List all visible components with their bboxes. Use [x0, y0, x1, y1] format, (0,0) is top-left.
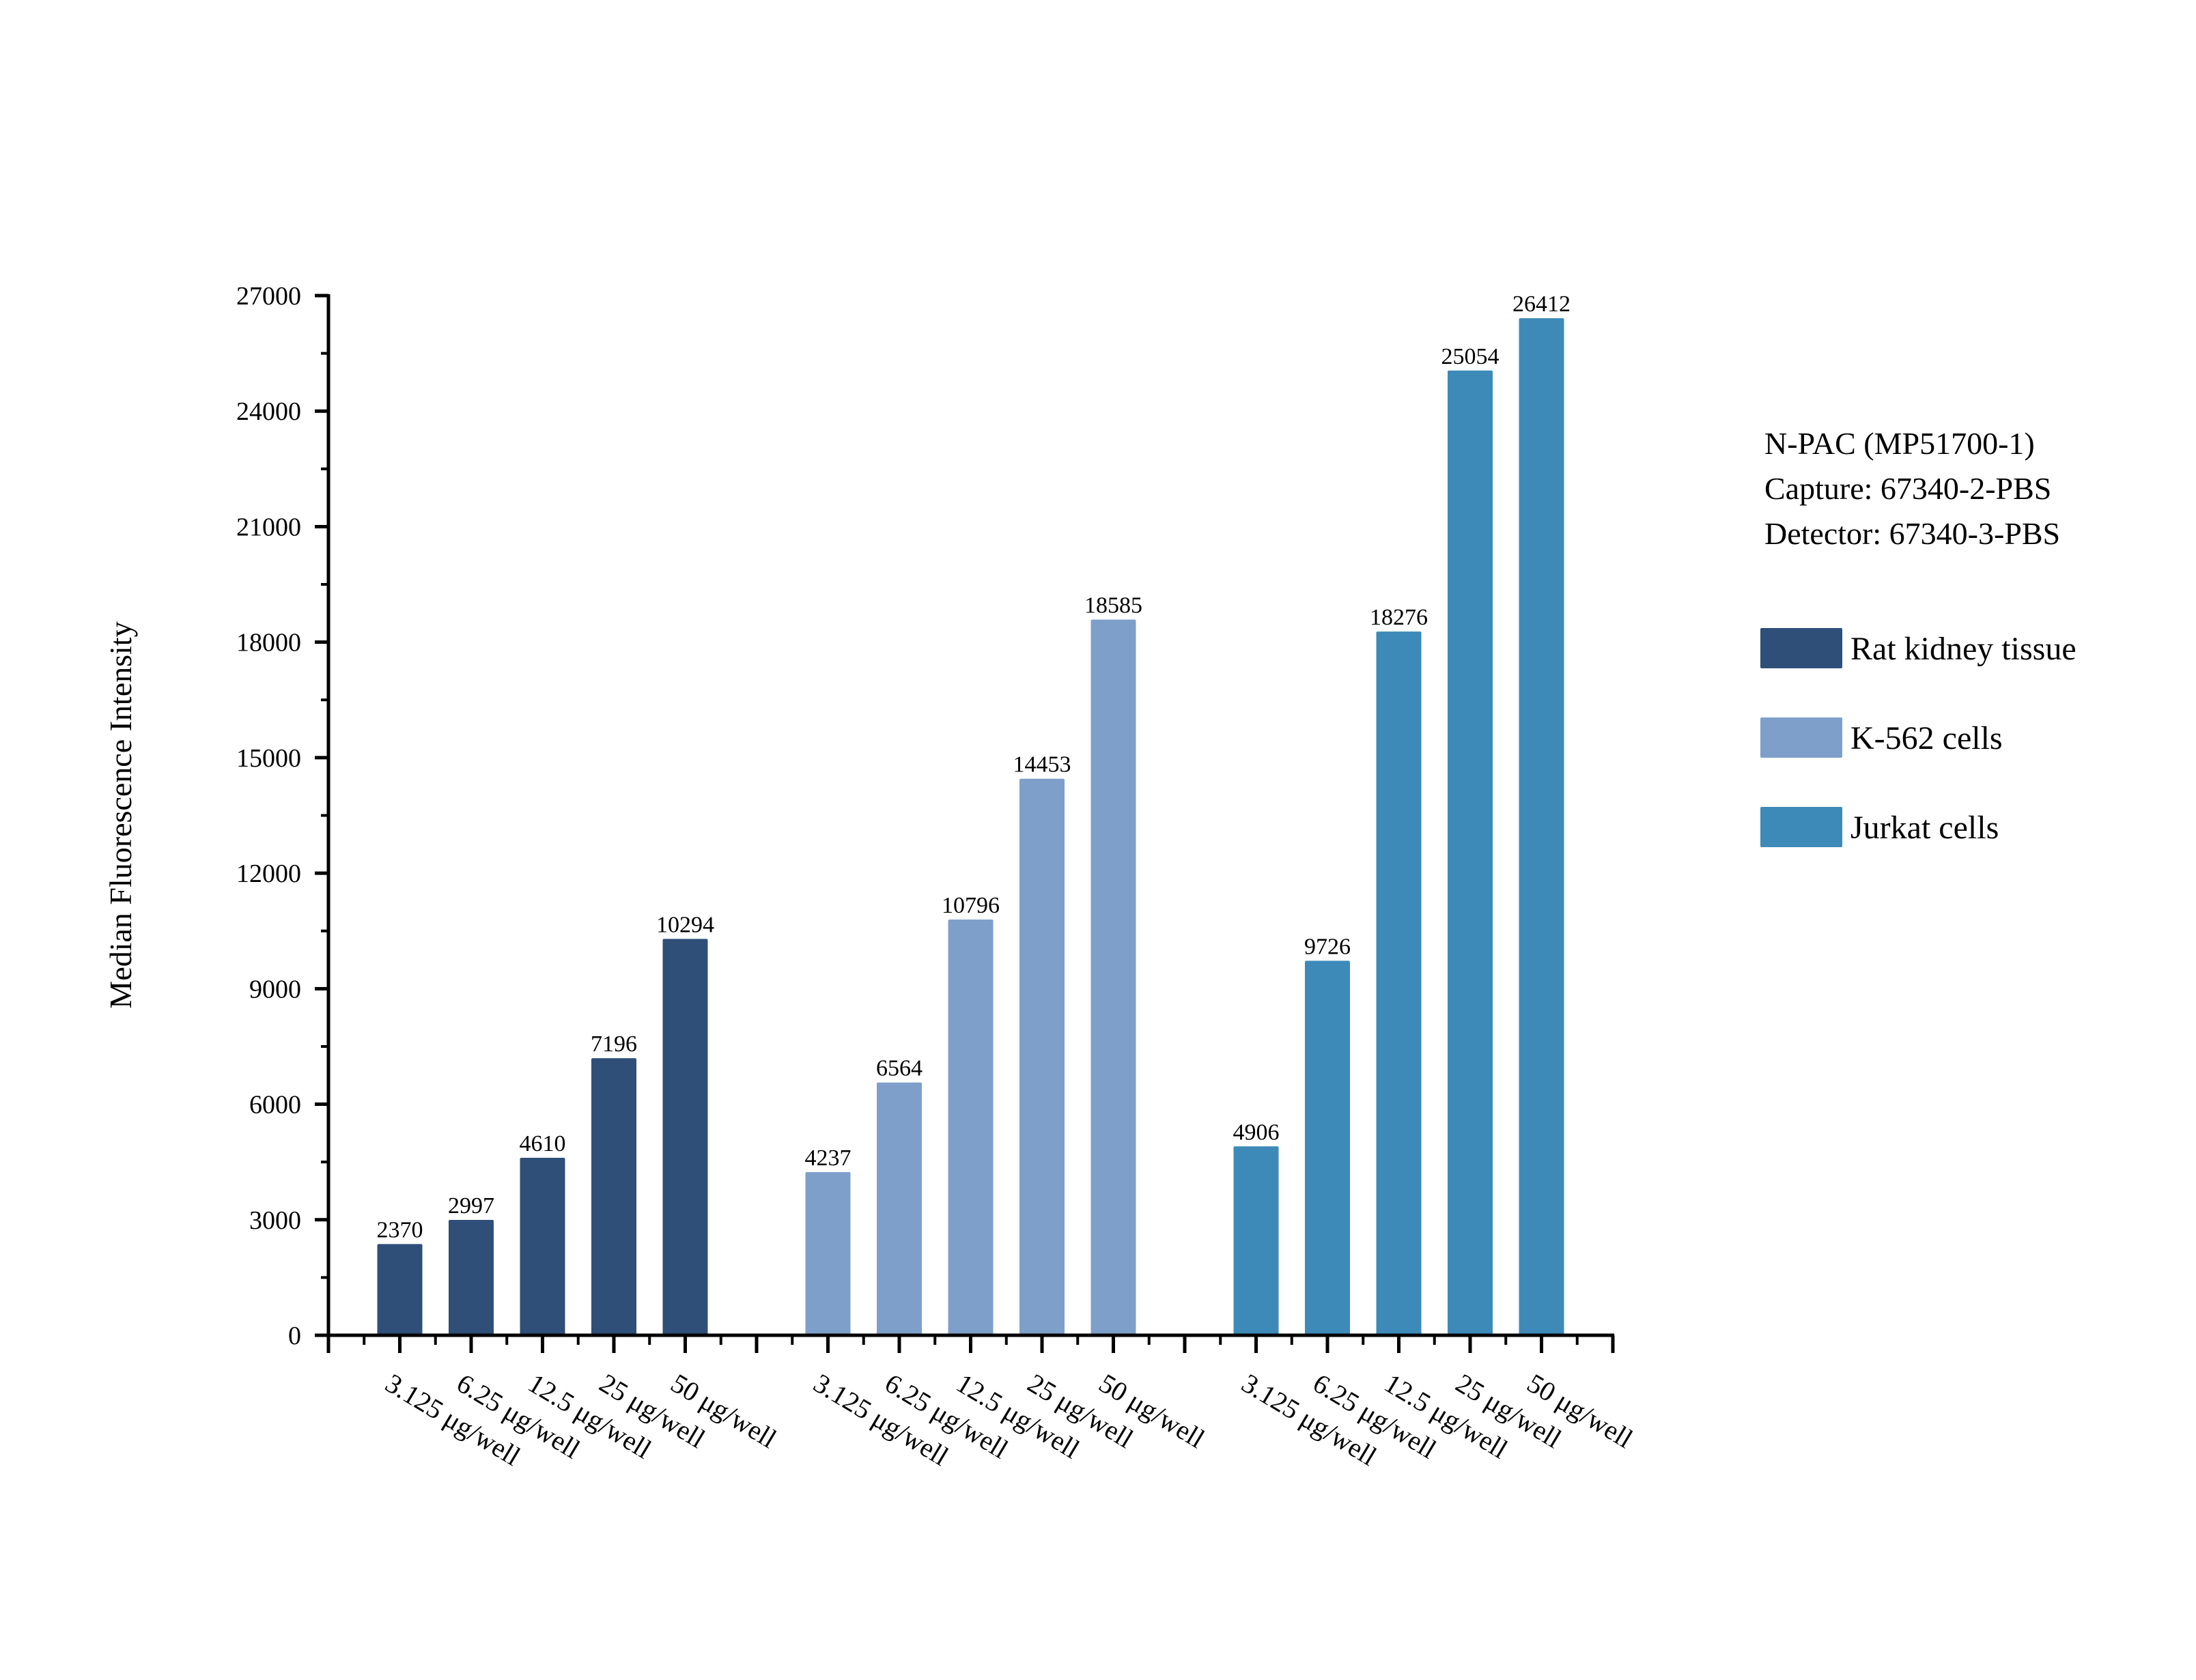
legend-label: K-562 cells [1850, 720, 2003, 756]
data-label: 7196 [591, 1031, 637, 1057]
data-label: 2370 [377, 1217, 423, 1242]
legend-swatch [1760, 807, 1842, 847]
legend-swatch [1760, 628, 1842, 668]
bar [520, 1157, 565, 1335]
y-tick-label: 3000 [249, 1206, 301, 1235]
bar [805, 1172, 851, 1335]
data-label: 4237 [805, 1145, 851, 1171]
data-label: 6564 [876, 1056, 923, 1081]
data-label: 10294 [656, 912, 714, 937]
data-label: 4906 [1233, 1120, 1280, 1145]
y-tick-label: 18000 [236, 629, 301, 657]
bar [1448, 370, 1493, 1335]
bar [1090, 619, 1136, 1335]
data-label: 10796 [942, 893, 1000, 918]
legend-swatch [1760, 717, 1842, 758]
bar [1019, 778, 1065, 1335]
bar [948, 920, 994, 1335]
y-tick-label: 9000 [249, 975, 301, 1003]
bar [1305, 960, 1350, 1335]
data-label: 25054 [1441, 344, 1500, 369]
annotation-line: N-PAC (MP51700-1) [1764, 426, 2035, 461]
y-tick-label: 12000 [236, 859, 301, 888]
bar [591, 1058, 636, 1335]
y-tick-label: 27000 [236, 282, 301, 311]
y-tick-label: 0 [288, 1322, 301, 1350]
y-tick-label: 6000 [249, 1091, 301, 1120]
y-tick-label: 15000 [236, 744, 301, 773]
legend-label: Rat kidney tissue [1850, 631, 2077, 667]
bar [377, 1244, 423, 1335]
bar [1233, 1146, 1279, 1335]
legend: Rat kidney tissue K-562 cells Jurkat cells [1760, 628, 2077, 847]
bar [1519, 318, 1564, 1336]
data-label: 18276 [1370, 605, 1428, 630]
data-label: 18585 [1084, 593, 1142, 618]
annotation: N-PAC (MP51700-1) Capture: 67340-2-PBS Det… [1764, 426, 2060, 551]
bar [662, 939, 708, 1335]
bar [1376, 631, 1422, 1336]
legend-label: Jurkat cells [1850, 810, 1999, 846]
y-axis-label: Median Fluorescence Intensity [103, 621, 138, 1008]
y-tick-label: 21000 [236, 513, 301, 541]
data-label: 26412 [1512, 291, 1571, 317]
annotation-line: Detector: 67340-3-PBS [1764, 516, 2060, 551]
data-label: 14453 [1013, 752, 1071, 778]
data-label: 4610 [520, 1131, 566, 1156]
annotation-line: Capture: 67340-2-PBS [1764, 471, 2051, 506]
bar [877, 1082, 922, 1335]
bar [449, 1219, 494, 1335]
data-label: 2997 [448, 1193, 494, 1219]
bars: 2370 2997 4610 7196 10294 4237 6564 10796 14453 1… [377, 291, 1571, 1336]
data-label: 9726 [1304, 934, 1351, 959]
y-tick-label: 24000 [236, 397, 301, 426]
